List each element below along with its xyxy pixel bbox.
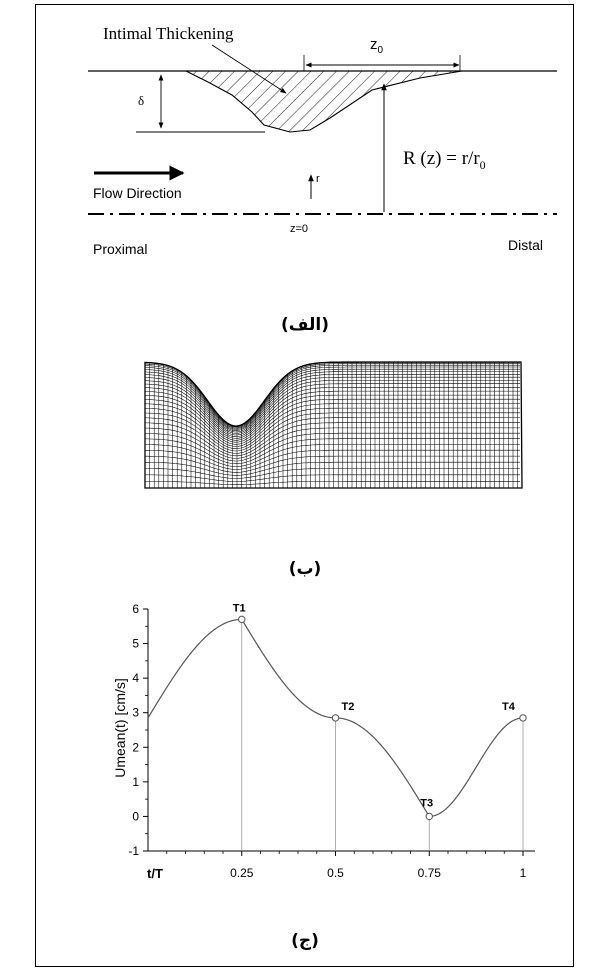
y-tick-label: 6 xyxy=(132,602,139,616)
r-label: r xyxy=(316,173,320,185)
mesh-line xyxy=(145,468,520,479)
mesh-line xyxy=(144,363,520,428)
y-tick-label: -1 xyxy=(128,844,139,858)
point-label: T4 xyxy=(502,701,516,713)
data-point xyxy=(331,714,340,722)
computational-mesh xyxy=(144,361,523,489)
mesh-line xyxy=(145,474,520,482)
mesh-line xyxy=(144,427,520,459)
x-axis-label: t/T xyxy=(147,866,163,881)
intimal-thickening-title: Intimal Thickening xyxy=(103,24,234,43)
radius-equation: R (z) = r/r0 xyxy=(403,148,486,172)
y-tick-label: 0 xyxy=(132,809,139,823)
mesh-line xyxy=(144,403,520,447)
panel-a-diagram: Intimal Thickening z0 δ R (z) = r/r0 r F… xyxy=(88,24,557,257)
mesh-line xyxy=(144,394,520,443)
mesh-line xyxy=(145,449,520,470)
mesh-line xyxy=(144,417,520,454)
data-point xyxy=(425,812,433,821)
mesh-line xyxy=(145,444,520,467)
caption-b: (ب) xyxy=(289,559,322,579)
mesh-line xyxy=(144,398,520,445)
mesh-line xyxy=(145,455,520,473)
point-label: T2 xyxy=(342,701,355,713)
x-tick-label: 0.5 xyxy=(327,866,344,880)
mesh-outline xyxy=(144,361,523,489)
mesh-line xyxy=(144,371,520,431)
mesh-line xyxy=(144,368,520,430)
delta-label: δ xyxy=(138,93,144,108)
mesh-line xyxy=(145,432,520,462)
caption-c: (ج) xyxy=(291,931,319,951)
x-tick-label: 0.75 xyxy=(418,866,442,880)
intimal-thickening-shape xyxy=(185,70,463,133)
point-label: T3 xyxy=(420,797,433,809)
mesh-line xyxy=(144,383,520,437)
y-tick-label: 3 xyxy=(132,706,139,720)
mesh-line xyxy=(144,387,520,439)
y-axis-label: Umean(t) [cm/s] xyxy=(112,678,128,778)
caption-a: (الف) xyxy=(281,315,329,335)
mesh-line xyxy=(145,481,520,485)
mesh-line xyxy=(144,390,520,441)
mesh-line xyxy=(144,380,520,436)
title-pointer-arrow xyxy=(211,44,287,94)
data-point xyxy=(238,615,246,624)
mesh-line xyxy=(144,407,520,449)
x-tick-label: 0.25 xyxy=(230,866,254,880)
y-tick-label: 2 xyxy=(132,740,139,754)
figure-frame xyxy=(35,4,574,967)
point-label: T1 xyxy=(233,602,246,614)
data-point xyxy=(519,714,527,722)
x-tick-label: 1 xyxy=(520,866,527,880)
y-tick-label: 1 xyxy=(132,775,139,789)
mesh-line xyxy=(145,422,520,457)
distal-label: Distal xyxy=(508,237,543,253)
z0-label: z0 xyxy=(370,36,384,56)
y-tick-label: 5 xyxy=(132,637,139,651)
flow-direction-label: Flow Direction xyxy=(93,185,182,201)
mesh-line xyxy=(144,412,520,452)
mesh-line xyxy=(144,364,520,428)
mesh-line xyxy=(145,461,520,476)
y-tick-label: 4 xyxy=(132,671,139,685)
mesh-line xyxy=(144,366,520,429)
mesh-line xyxy=(144,374,520,433)
proximal-label: Proximal xyxy=(93,241,147,257)
mesh-line xyxy=(144,376,520,434)
z-equals-zero-label: z=0 xyxy=(290,223,308,235)
velocity-chart: Umean(t) [cm/s] t/T -1 0 1 2 3 4 5 6 0.25 0.5 0.75… xyxy=(112,602,535,881)
mesh-line xyxy=(145,438,520,464)
